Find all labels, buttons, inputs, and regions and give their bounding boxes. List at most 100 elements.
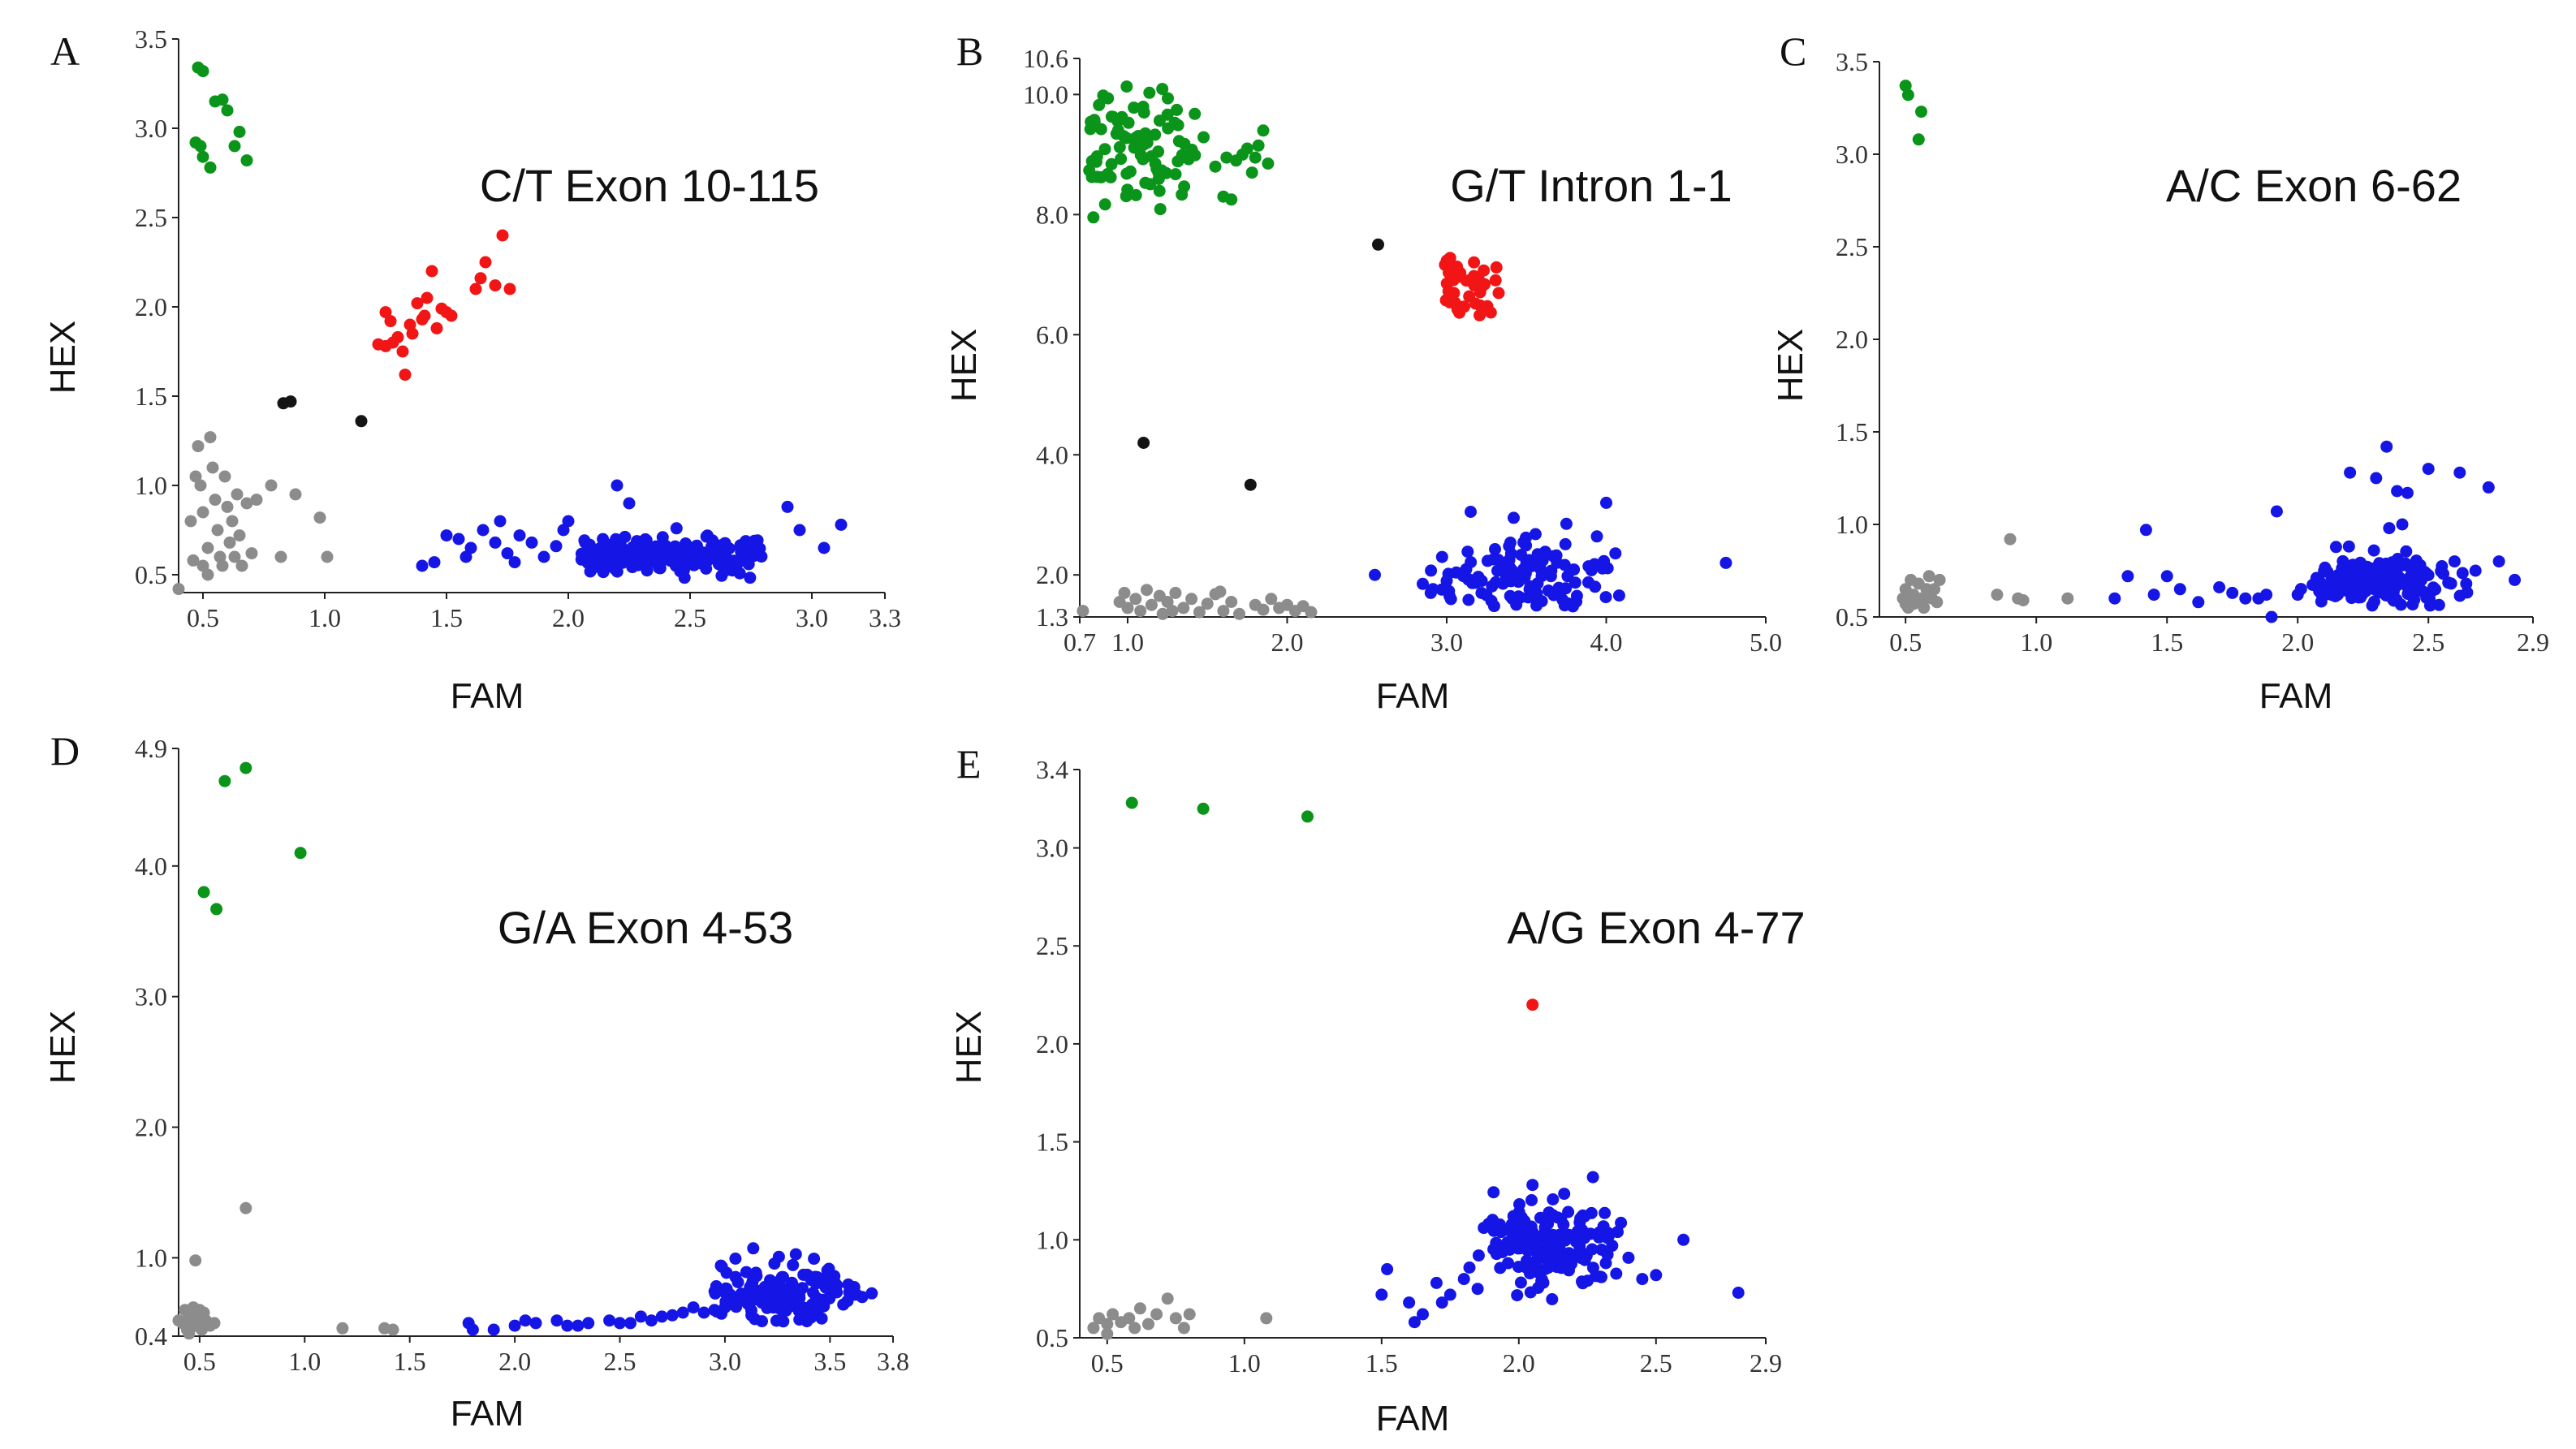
point-black xyxy=(1137,437,1150,449)
point-blue xyxy=(1485,594,1498,607)
point-gray xyxy=(1123,1312,1136,1325)
y-tick-label: 1.5 xyxy=(1036,1128,1068,1157)
point-blue xyxy=(1489,576,1502,589)
point-blue xyxy=(808,1253,821,1266)
y-tick-label: 4.9 xyxy=(135,734,167,763)
point-blue xyxy=(731,557,744,570)
point-blue xyxy=(1515,549,1528,562)
point-blue xyxy=(1535,570,1548,583)
point-blue xyxy=(1561,597,1574,610)
point-gray xyxy=(192,440,205,453)
point-blue xyxy=(2370,472,2383,485)
x-axis-label: FAM xyxy=(2259,676,2332,716)
point-blue xyxy=(715,1261,728,1273)
point-red xyxy=(1469,297,1482,310)
point-gray xyxy=(1928,583,1941,596)
point-blue xyxy=(529,1317,542,1330)
point-blue xyxy=(1543,1238,1556,1251)
point-green xyxy=(1245,166,1258,179)
point-blue xyxy=(1568,576,1581,589)
point-blue xyxy=(2423,599,2436,612)
point-green xyxy=(196,150,209,163)
point-green xyxy=(1162,122,1175,135)
point-green xyxy=(1169,168,1182,181)
point-blue xyxy=(634,1310,647,1323)
point-blue xyxy=(557,524,570,537)
point-blue xyxy=(2422,569,2435,581)
y-tick-label: 4.0 xyxy=(135,852,167,881)
y-tick-label: 3.5 xyxy=(135,24,167,54)
point-gray xyxy=(1899,597,1912,610)
point-gray xyxy=(1918,602,1931,615)
point-blue xyxy=(1460,563,1473,576)
point-blue xyxy=(2376,563,2389,576)
point-gray xyxy=(208,1317,221,1330)
point-green xyxy=(1899,80,1912,93)
point-blue xyxy=(1514,1276,1527,1289)
point-gray xyxy=(1128,1322,1141,1335)
point-blue xyxy=(2350,561,2363,574)
point-blue xyxy=(2422,463,2435,476)
point-blue xyxy=(1508,511,1520,524)
point-blue xyxy=(1585,564,1598,576)
point-green xyxy=(1083,164,1096,177)
y-tick-label: 10.0 xyxy=(1023,80,1068,109)
point-blue xyxy=(1408,1316,1421,1329)
point-blue xyxy=(1530,1256,1543,1269)
point-blue xyxy=(2401,486,2414,499)
point-blue xyxy=(1609,547,1622,560)
point-blue xyxy=(1562,1228,1575,1241)
point-blue xyxy=(1435,1296,1448,1309)
point-blue xyxy=(2336,562,2349,575)
point-red xyxy=(496,229,509,242)
x-axis-label: FAM xyxy=(451,676,524,716)
point-green xyxy=(1140,132,1153,145)
point-blue xyxy=(1531,548,1544,561)
x-tick-label: 2.5 xyxy=(674,603,706,632)
point-blue xyxy=(1590,530,1603,543)
panel-title: A/C Exon 6-62 xyxy=(2166,160,2462,211)
point-blue xyxy=(1440,575,1453,588)
point-blue xyxy=(735,1287,748,1300)
point-gray xyxy=(321,550,334,563)
point-blue xyxy=(1542,1218,1555,1231)
point-gray xyxy=(235,559,248,572)
data-points xyxy=(1896,80,2521,623)
y-tick-label: 2.0 xyxy=(135,292,167,321)
y-tick-label: 3.0 xyxy=(1836,140,1868,169)
x-tick-label: 1.5 xyxy=(2151,627,2183,657)
point-green xyxy=(197,886,210,899)
point-gray xyxy=(274,550,287,563)
point-green xyxy=(1110,127,1123,140)
point-green xyxy=(233,125,246,138)
point-blue xyxy=(1520,531,1532,544)
point-green xyxy=(1153,114,1166,127)
point-blue xyxy=(2291,589,2304,602)
y-tick-label: 3.0 xyxy=(1036,834,1068,863)
point-blue xyxy=(1417,577,1429,590)
point-blue xyxy=(1578,1231,1591,1244)
point-gray xyxy=(1201,597,1214,610)
point-blue xyxy=(1525,1220,1538,1233)
point-blue xyxy=(2437,567,2449,580)
point-blue xyxy=(1425,564,1438,577)
y-tick-label: 6.0 xyxy=(1036,320,1068,349)
point-green xyxy=(1162,92,1174,105)
panel-letter: C xyxy=(1780,28,1806,74)
point-red xyxy=(474,272,487,285)
point-blue xyxy=(736,546,749,558)
point-blue xyxy=(611,565,624,578)
x-tick-label: 0.5 xyxy=(1091,1348,1124,1378)
point-red xyxy=(1526,998,1539,1011)
panel-title: C/T Exon 10-115 xyxy=(480,160,819,211)
point-gray xyxy=(1077,605,1090,618)
point-blue xyxy=(452,533,465,546)
point-gray xyxy=(1101,1317,1114,1330)
point-green xyxy=(1915,106,1927,119)
panel-e: 0.5 1.0 1.5 2.0 2.5 2.9 0.5 1.0 1.5 2.0 2.5 3.0 3.4 E… xyxy=(949,741,1806,1438)
point-green xyxy=(1154,203,1167,216)
point-blue xyxy=(1443,1288,1456,1301)
point-red xyxy=(1453,306,1466,319)
point-blue xyxy=(2509,573,2521,586)
